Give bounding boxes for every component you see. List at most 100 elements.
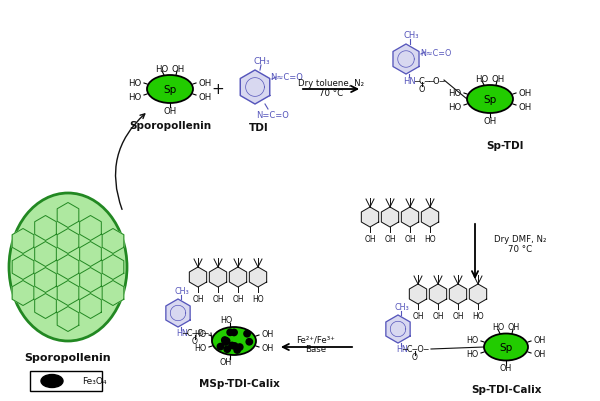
Circle shape [244, 331, 250, 337]
Text: OH: OH [500, 363, 512, 372]
Text: N=C=O: N=C=O [257, 110, 289, 119]
Circle shape [234, 347, 241, 353]
Text: Sp-TDI: Sp-TDI [486, 141, 524, 151]
Polygon shape [361, 207, 379, 227]
Text: OH: OH [192, 295, 204, 304]
Text: OH: OH [534, 336, 546, 344]
Text: ─O─: ─O─ [428, 76, 445, 85]
Text: Fe²⁺/Fe³⁺: Fe²⁺/Fe³⁺ [296, 335, 335, 344]
Text: 70 °C: 70 °C [508, 245, 532, 254]
Text: N≈C=O: N≈C=O [421, 49, 452, 57]
Polygon shape [190, 267, 206, 287]
Text: OH: OH [364, 235, 376, 244]
Polygon shape [35, 242, 56, 267]
Text: +: + [212, 82, 224, 97]
Text: HO: HO [448, 88, 461, 97]
Polygon shape [35, 268, 56, 293]
Text: Dry DMF, N₂: Dry DMF, N₂ [494, 235, 546, 244]
Polygon shape [35, 216, 56, 241]
Text: Sp: Sp [499, 342, 512, 352]
Polygon shape [166, 299, 190, 327]
Circle shape [231, 329, 237, 336]
Ellipse shape [147, 76, 193, 104]
Text: ─C─O─: ─C─O─ [401, 344, 428, 354]
Text: HN: HN [403, 76, 415, 85]
Text: OH: OH [172, 64, 185, 73]
Text: Sp: Sp [163, 85, 176, 95]
Polygon shape [57, 307, 79, 332]
Text: HO: HO [448, 102, 461, 111]
Polygon shape [57, 229, 79, 254]
Polygon shape [102, 281, 124, 306]
Text: OH: OH [163, 106, 176, 115]
Polygon shape [382, 207, 398, 227]
Text: OH: OH [262, 344, 274, 352]
Circle shape [236, 344, 243, 350]
FancyBboxPatch shape [30, 371, 102, 391]
Text: HO: HO [128, 78, 142, 87]
Circle shape [223, 338, 230, 344]
Text: MSp-TDI-Calix: MSp-TDI-Calix [199, 378, 280, 388]
Polygon shape [57, 281, 79, 306]
Text: Sp-TDI-Calix: Sp-TDI-Calix [471, 384, 541, 394]
Polygon shape [12, 255, 34, 280]
Polygon shape [469, 284, 487, 304]
Polygon shape [250, 267, 266, 287]
Text: 70 °C: 70 °C [319, 88, 343, 97]
Circle shape [246, 339, 253, 345]
Text: OH: OH [452, 312, 464, 321]
Text: Sporopollenin: Sporopollenin [129, 121, 211, 131]
FancyArrowPatch shape [115, 115, 145, 210]
Circle shape [232, 343, 238, 349]
Text: O: O [419, 84, 425, 93]
Text: OH: OH [432, 312, 444, 321]
Text: HO: HO [128, 92, 142, 101]
Text: CH₃: CH₃ [395, 303, 409, 312]
Polygon shape [57, 203, 79, 228]
Text: HO: HO [220, 316, 232, 325]
Text: Sporopollenin: Sporopollenin [25, 352, 112, 362]
Circle shape [229, 342, 235, 349]
Text: HO: HO [466, 336, 478, 344]
Polygon shape [421, 207, 439, 227]
Text: Sp: Sp [484, 95, 497, 105]
Polygon shape [409, 284, 427, 304]
Text: ─C─: ─C─ [414, 76, 430, 85]
Text: HO: HO [472, 312, 484, 321]
Text: OH: OH [518, 88, 532, 97]
Polygon shape [102, 255, 124, 280]
Polygon shape [35, 294, 56, 319]
Polygon shape [12, 229, 34, 254]
Polygon shape [240, 71, 270, 105]
Text: O: O [412, 352, 418, 362]
Text: OH: OH [518, 102, 532, 111]
Polygon shape [80, 242, 101, 267]
Polygon shape [393, 45, 419, 75]
Text: OH: OH [232, 295, 244, 304]
Text: OH: OH [412, 312, 424, 321]
Text: OH: OH [199, 78, 212, 87]
Ellipse shape [484, 334, 528, 360]
Circle shape [224, 346, 230, 352]
Text: OH: OH [404, 235, 416, 244]
Polygon shape [80, 216, 101, 241]
Circle shape [221, 337, 228, 343]
Ellipse shape [9, 194, 127, 341]
Text: HO: HO [194, 344, 206, 352]
Text: CH₃: CH₃ [254, 57, 271, 66]
Text: Base: Base [305, 344, 326, 354]
Text: OH: OH [484, 116, 497, 125]
Text: HO: HO [252, 295, 264, 304]
Polygon shape [12, 281, 34, 306]
Text: Fe₃O₄: Fe₃O₄ [82, 377, 107, 385]
Circle shape [222, 339, 229, 345]
Text: HN: HN [396, 344, 408, 354]
Text: OH: OH [491, 74, 505, 83]
Text: N≈C=O: N≈C=O [271, 73, 304, 82]
Ellipse shape [212, 327, 256, 355]
Text: CH₃: CH₃ [403, 31, 419, 41]
Text: OH: OH [199, 92, 212, 101]
Polygon shape [80, 268, 101, 293]
Text: HO: HO [475, 74, 488, 83]
Polygon shape [386, 315, 410, 343]
